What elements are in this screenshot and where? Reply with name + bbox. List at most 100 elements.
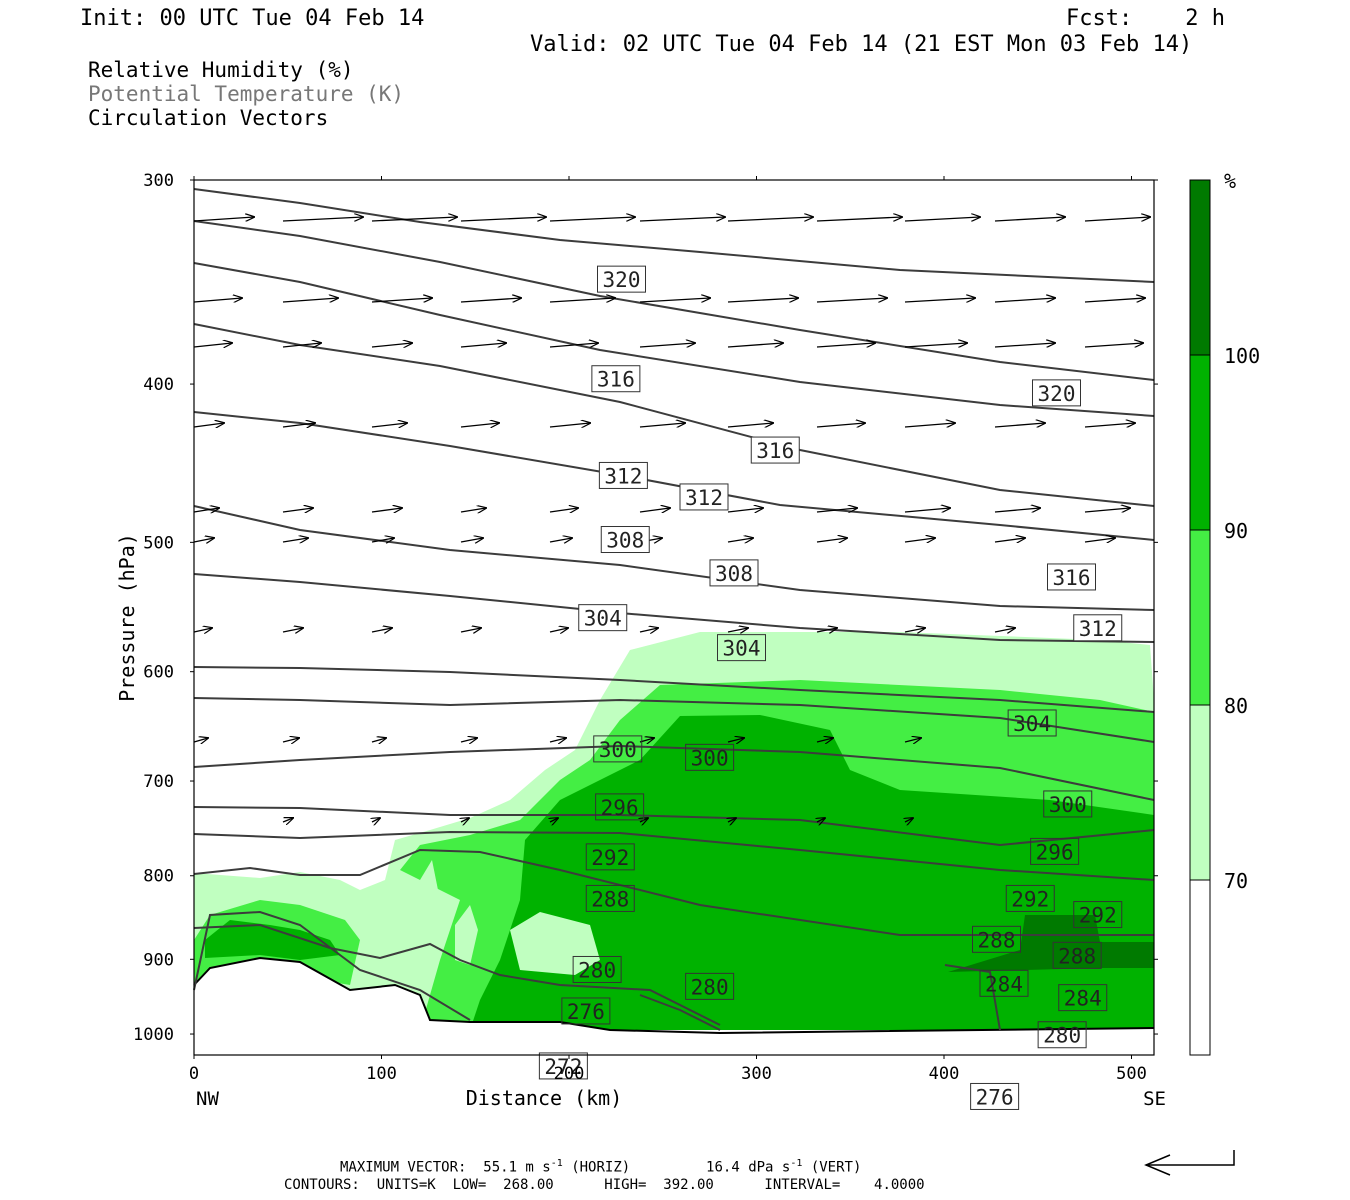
theta-label-text: 296 (601, 796, 639, 820)
rh-region-100 (948, 915, 1154, 972)
circulation-vector (905, 818, 913, 822)
theta-contour (639, 994, 721, 1031)
circulation-vector (193, 217, 254, 222)
theta-label-text: 292 (591, 846, 629, 870)
theta-label: 312 (598, 461, 648, 489)
circulation-vector (904, 298, 975, 303)
theta-label: 300 (685, 743, 735, 771)
theta-contour (193, 220, 1155, 381)
theta-label-text: 304 (1013, 712, 1051, 736)
colorbar-frame (1189, 179, 1211, 1056)
nw-end-label: NW (196, 1088, 219, 1110)
theta-label-text: 280 (691, 975, 729, 999)
circulation-vector (282, 538, 308, 542)
max-vector-note: MAXIMUM VECTOR: 55.1 m s-1 (HORIZ) 16.4 … (340, 1158, 862, 1176)
theta-label: 320 (597, 265, 646, 293)
theta-label: 284 (979, 969, 1029, 997)
circulation-vector (816, 298, 887, 303)
x-axis-label: Distance (km) (466, 1086, 623, 1110)
circulation-vector (1084, 298, 1145, 303)
y-tick-label: 700 (143, 772, 174, 792)
contours-note: CONTOURS: UNITS=K LOW= 268.00 HIGH= 392.… (284, 1177, 925, 1193)
circulation-vector (727, 538, 753, 542)
y-tick-label: 400 (143, 375, 174, 395)
theta-label-text: 316 (756, 439, 794, 463)
circulation-vector (193, 423, 224, 427)
rh-region-90 (205, 920, 340, 960)
circulation-vector (727, 738, 744, 742)
circulation-vector (549, 217, 635, 222)
colorbar-level: 100 (1224, 344, 1260, 368)
circulation-vector (817, 818, 825, 822)
theta-label: 288 (1052, 941, 1102, 969)
circulation-vector (904, 423, 955, 427)
circulation-vector (639, 217, 725, 222)
forecast-hour: Fcst: 2 h (1066, 6, 1225, 31)
circulation-vector (460, 343, 506, 347)
theta-label-text: 316 (1053, 566, 1091, 590)
circulation-vector (282, 508, 313, 512)
y-tick-label: 500 (143, 533, 174, 553)
reference-vector-icon (1144, 1150, 1235, 1176)
theta-label: 284 (1058, 984, 1108, 1012)
circulation-vector (282, 628, 303, 632)
circulation-vector (460, 628, 481, 632)
vector-layer (193, 217, 1150, 822)
circulation-vector (371, 343, 412, 347)
theta-label-text: 304 (584, 607, 622, 631)
theta-label: 304 (717, 634, 766, 662)
below-ground (194, 958, 1154, 1055)
theta-label-text: 280 (1043, 1024, 1081, 1048)
x-tick-label: 100 (366, 1064, 397, 1084)
theta-label: 300 (1043, 790, 1093, 818)
circulation-vector (727, 217, 813, 222)
x-tick-label: 300 (741, 1064, 772, 1084)
circulation-vector (371, 217, 457, 222)
theta-label: 280 (685, 972, 735, 1000)
plot-frame (193, 179, 1155, 1056)
circulation-vector (639, 508, 670, 512)
colorbar-level: 70 (1224, 869, 1248, 893)
circulation-vector (549, 298, 615, 303)
theta-contour (193, 830, 1155, 881)
theta-label: 280 (1037, 1021, 1087, 1049)
circulation-vector (282, 423, 315, 427)
theta-label-text: 288 (978, 928, 1016, 952)
circulation-vector (550, 818, 558, 822)
theta-contour (193, 262, 1155, 417)
circulation-vector (282, 738, 299, 742)
valid-time: Valid: 02 UTC Tue 04 Feb 14 (21 EST Mon … (530, 32, 1193, 57)
theta-label-text: 296 (1036, 840, 1074, 864)
circulation-vector (816, 628, 837, 632)
theta-label: 272 (538, 1052, 588, 1080)
axes-layer: 300 400 500 600 700 800 900 1000 0 100 200 300 400 50… (115, 171, 1166, 1110)
circulation-vector (994, 508, 1040, 512)
circulation-vector (816, 538, 847, 542)
theta-label-text: 284 (985, 972, 1023, 996)
circulation-vector (193, 343, 232, 347)
circulation-vector (728, 818, 736, 822)
circulation-vector (994, 343, 1055, 348)
theta-label: 292 (1073, 901, 1123, 929)
circulation-vector (371, 628, 392, 632)
circulation-vector (639, 628, 658, 632)
theta-label: 296 (595, 793, 645, 821)
circulation-vector (460, 298, 521, 303)
circulation-vector (460, 538, 483, 542)
theta-label-text: 308 (715, 562, 753, 586)
theta-contour (193, 505, 1155, 611)
theta-label-text: 280 (578, 958, 616, 982)
circulation-vector (1084, 343, 1143, 348)
circulation-vector (282, 217, 363, 222)
circulation-vector (193, 298, 242, 302)
circulation-vector (816, 738, 833, 742)
rh-lobe-a (510, 912, 600, 975)
theta-label-text: 312 (604, 464, 642, 488)
theta-label-text: 288 (1058, 944, 1096, 968)
theta-label: 304 (1007, 709, 1057, 737)
colorbar-level: 80 (1224, 694, 1248, 718)
circulation-vector (549, 738, 566, 742)
circulation-vector (460, 738, 477, 742)
theta-label-text: 320 (1038, 382, 1076, 406)
theta-label: 308 (600, 526, 650, 554)
